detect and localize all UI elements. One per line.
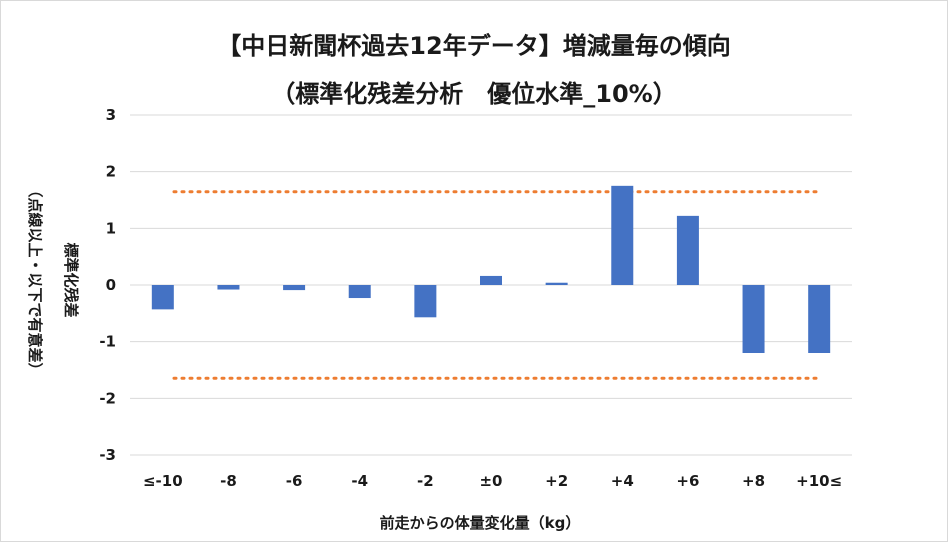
y-tick-label: 3	[106, 106, 116, 124]
y-axis-label-note: （点線以上・以下で有意差）	[26, 182, 44, 377]
y-tick-label: 2	[106, 163, 116, 181]
threshold-lines	[172, 190, 819, 380]
bar-9	[742, 285, 765, 353]
x-tick-label: -8	[220, 472, 237, 490]
x-tick-label: +4	[611, 472, 634, 490]
chart-title: 【中日新聞杯過去12年データ】増減量毎の傾向	[217, 32, 731, 60]
bar-6	[545, 282, 568, 285]
bar-5	[480, 275, 502, 285]
x-axis-label: 前走からの体量変化量（kg）	[380, 514, 581, 532]
x-tick-label: ≤-10	[143, 472, 183, 490]
bar-2	[283, 285, 306, 291]
y-tick-label: 0	[106, 276, 116, 294]
bar-1	[217, 285, 240, 290]
y-tick-labels: 3 2 1 0 -1 -2 -3	[99, 106, 116, 464]
x-tick-label: -2	[417, 472, 434, 490]
y-axis-label: 標準化残差	[62, 242, 80, 317]
x-tick-label: +8	[742, 472, 765, 490]
bar-7	[611, 185, 634, 285]
chart-subtitle: （標準化残差分析 優位水準_10%）	[271, 80, 677, 108]
x-tick-label: +6	[676, 472, 699, 490]
y-tick-label: -3	[99, 446, 116, 464]
bar-4	[414, 285, 437, 318]
bar-0	[151, 285, 174, 310]
x-tick-label: -6	[286, 472, 303, 490]
y-tick-label: -2	[99, 389, 116, 407]
x-tick-label: ±0	[479, 472, 502, 490]
x-tick-label: +2	[545, 472, 568, 490]
x-tick-label: +10≤	[796, 472, 842, 490]
x-tick-label: -4	[351, 472, 368, 490]
bar-8	[676, 215, 699, 285]
y-tick-label: 1	[106, 219, 116, 237]
y-tick-label: -1	[99, 333, 116, 351]
x-tick-labels: ≤-10 -8 -6 -4 -2 ±0 +2 +4 +6 +8 +10≤	[143, 472, 842, 490]
bar-10	[808, 285, 831, 353]
bar-3	[348, 285, 371, 299]
bars	[151, 185, 831, 353]
